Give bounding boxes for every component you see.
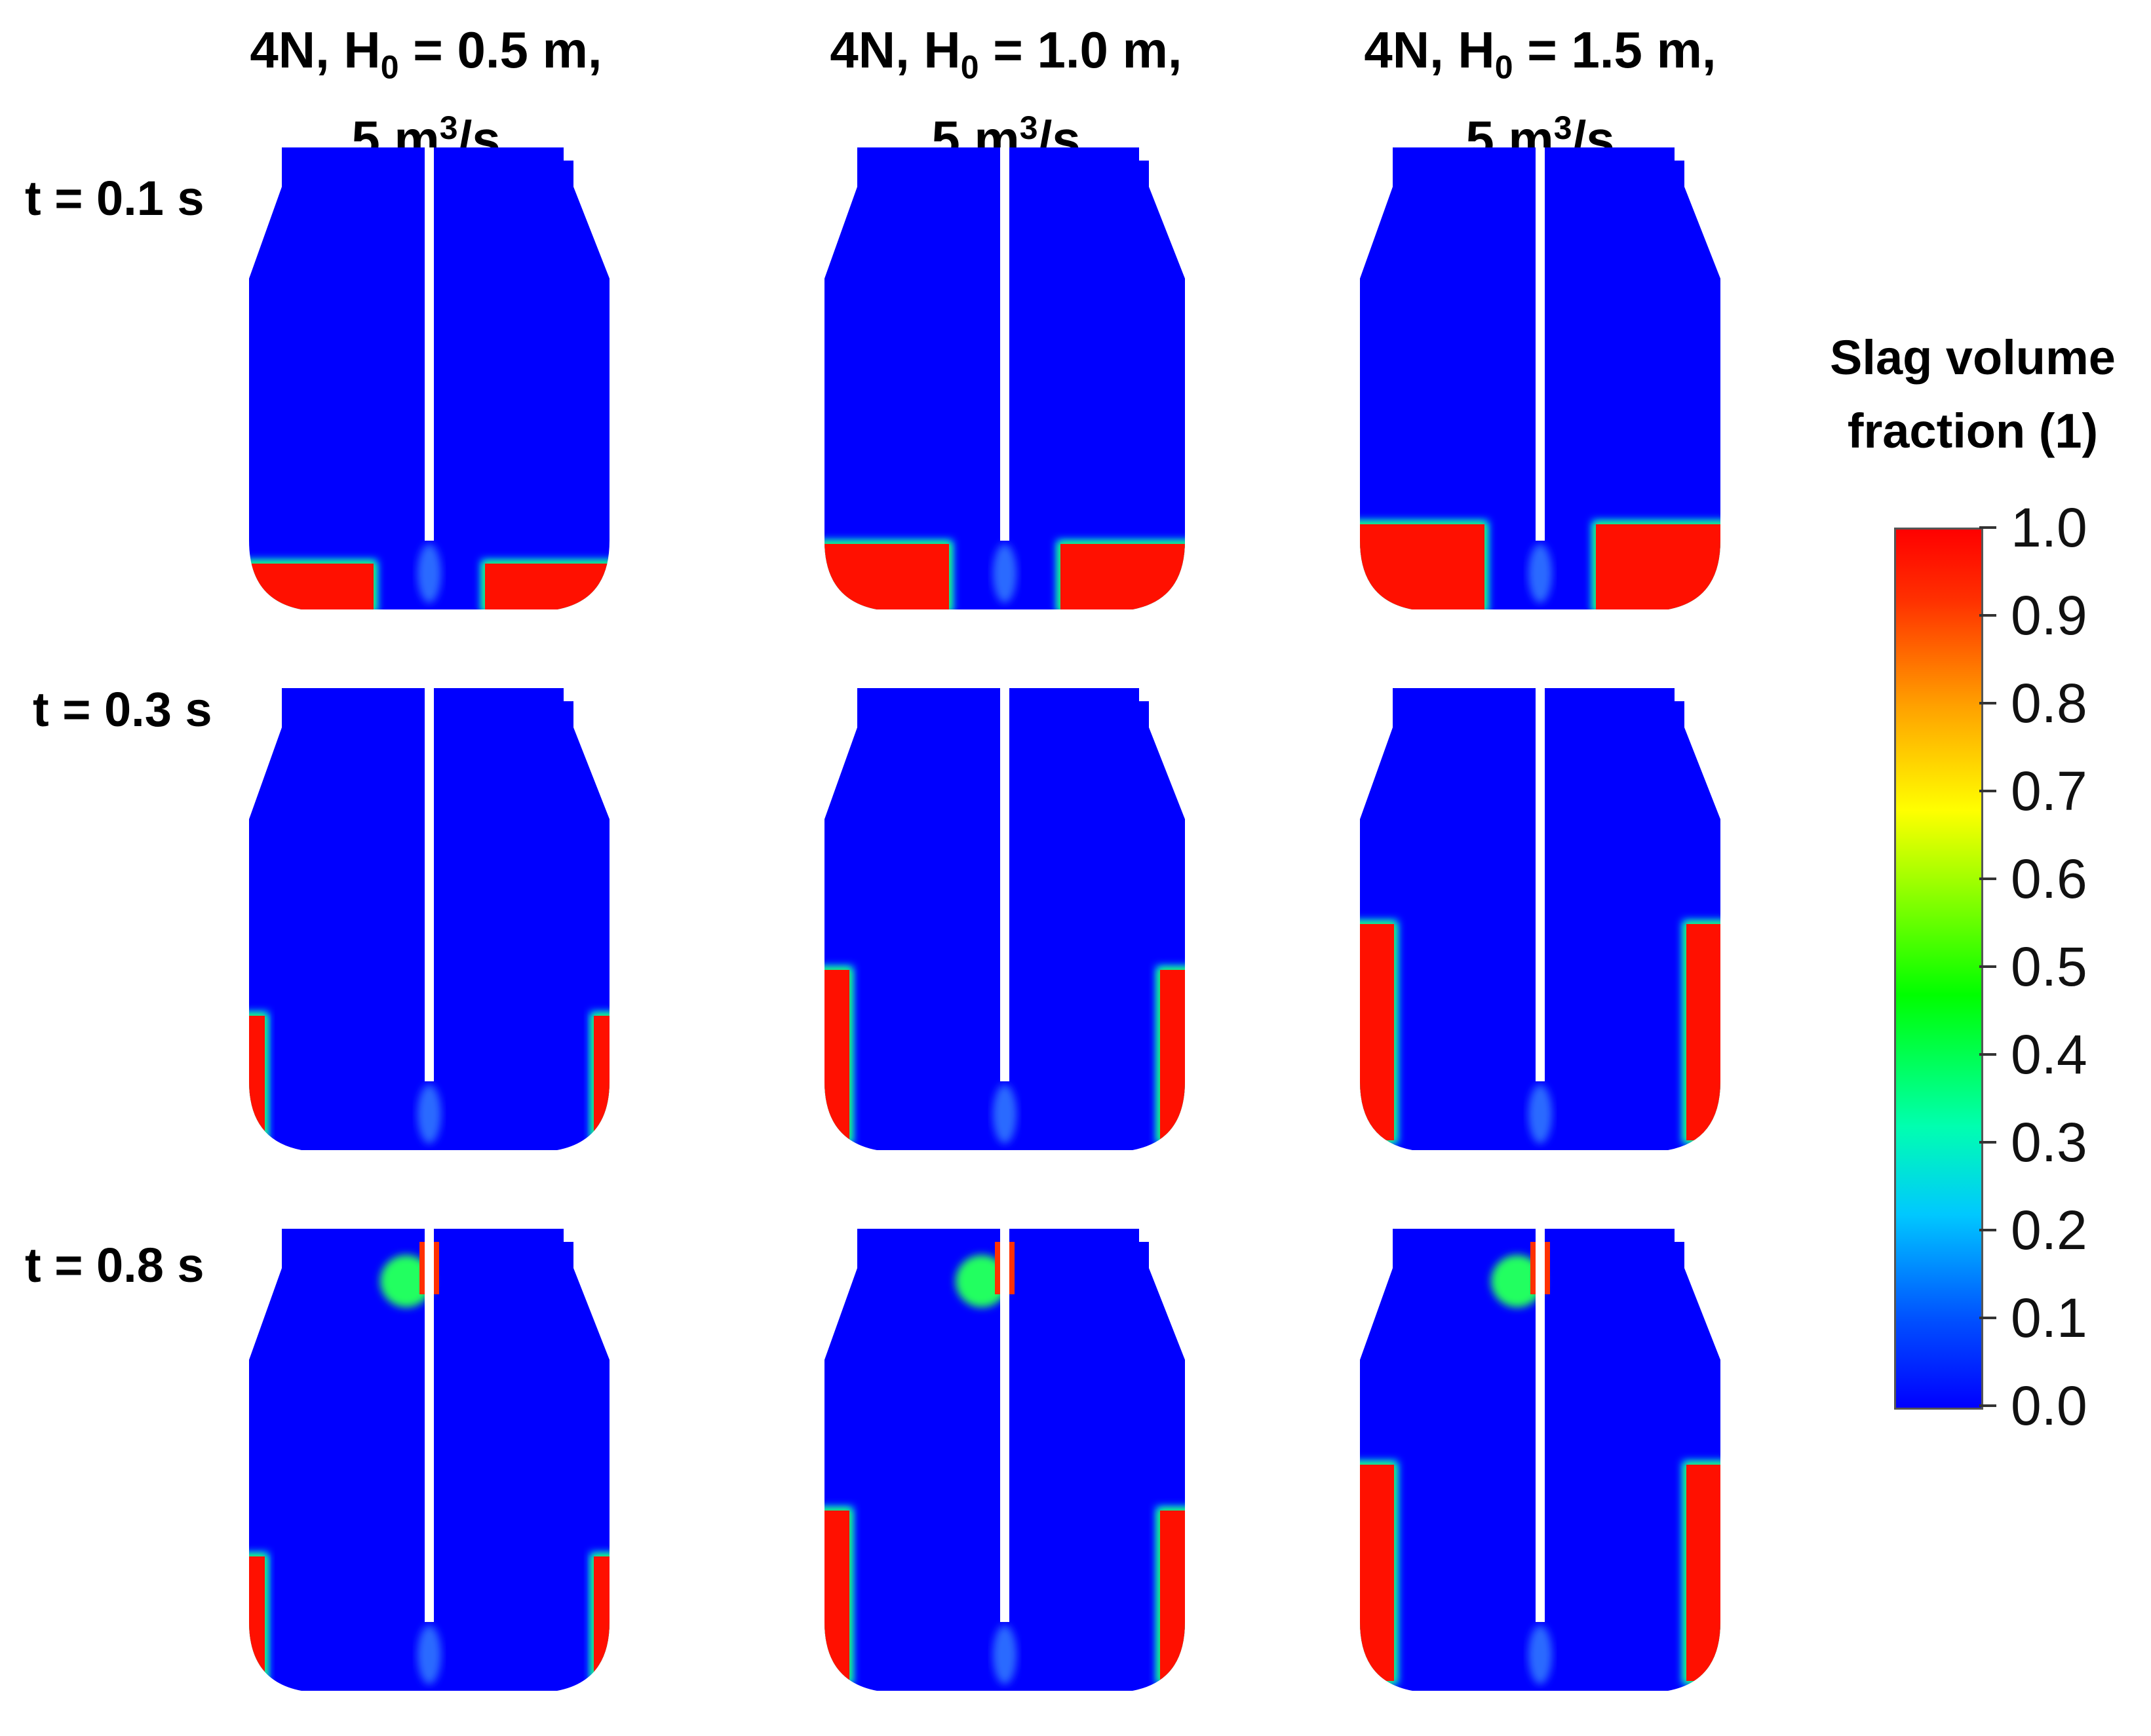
colorbar-tick-label: 0.2 (2011, 1199, 2087, 1261)
colorbar-tick (1979, 965, 1996, 968)
simulation-panel (818, 141, 1192, 626)
simulation-panel (1353, 141, 1727, 626)
colorbar-tick-label: 0.4 (2011, 1024, 2087, 1085)
colorbar-tick (1979, 878, 1996, 880)
row-label-1: t = 0.1 s (25, 171, 204, 225)
colorbar-tick-label: 0.0 (2011, 1375, 2087, 1437)
simulation-panel (242, 1222, 616, 1707)
column-title-1: 4N, H0 = 0.5 m, 5 m3/s (250, 21, 602, 168)
colorbar-tick-label: 0.8 (2011, 672, 2087, 734)
colorbar-tick (1979, 1317, 1996, 1319)
colorbar-tick (1979, 526, 1996, 529)
row-label-3: t = 0.8 s (25, 1238, 204, 1292)
simulation-panel (1353, 682, 1727, 1167)
colorbar-tick (1979, 1404, 1996, 1407)
colorbar-title: Slag volume fraction (1) (1830, 330, 2116, 458)
colorbar-tick (1979, 1141, 1996, 1144)
colorbar-tick-label: 0.5 (2011, 936, 2087, 997)
colorbar-tick (1979, 790, 1996, 792)
simulation-panel (242, 682, 616, 1167)
colorbar-gradient (1894, 528, 1983, 1410)
colorbar-tick (1979, 1053, 1996, 1056)
colorbar-tick-label: 0.6 (2011, 848, 2087, 910)
simulation-panel (818, 1222, 1192, 1707)
simulation-panel (242, 141, 616, 626)
colorbar-tick (1979, 614, 1996, 617)
row-label-2: t = 0.3 s (33, 682, 212, 737)
simulation-panel (818, 682, 1192, 1167)
colorbar-tick-label: 0.7 (2011, 760, 2087, 822)
colorbar-tick (1979, 1229, 1996, 1231)
colorbar-tick-label: 0.3 (2011, 1111, 2087, 1173)
simulation-panel (1353, 1222, 1727, 1707)
colorbar-tick-label: 1.0 (2011, 497, 2087, 558)
colorbar-tick (1979, 702, 1996, 704)
colorbar-tick-label: 0.9 (2011, 585, 2087, 646)
colorbar-tick-label: 0.1 (2011, 1287, 2087, 1349)
